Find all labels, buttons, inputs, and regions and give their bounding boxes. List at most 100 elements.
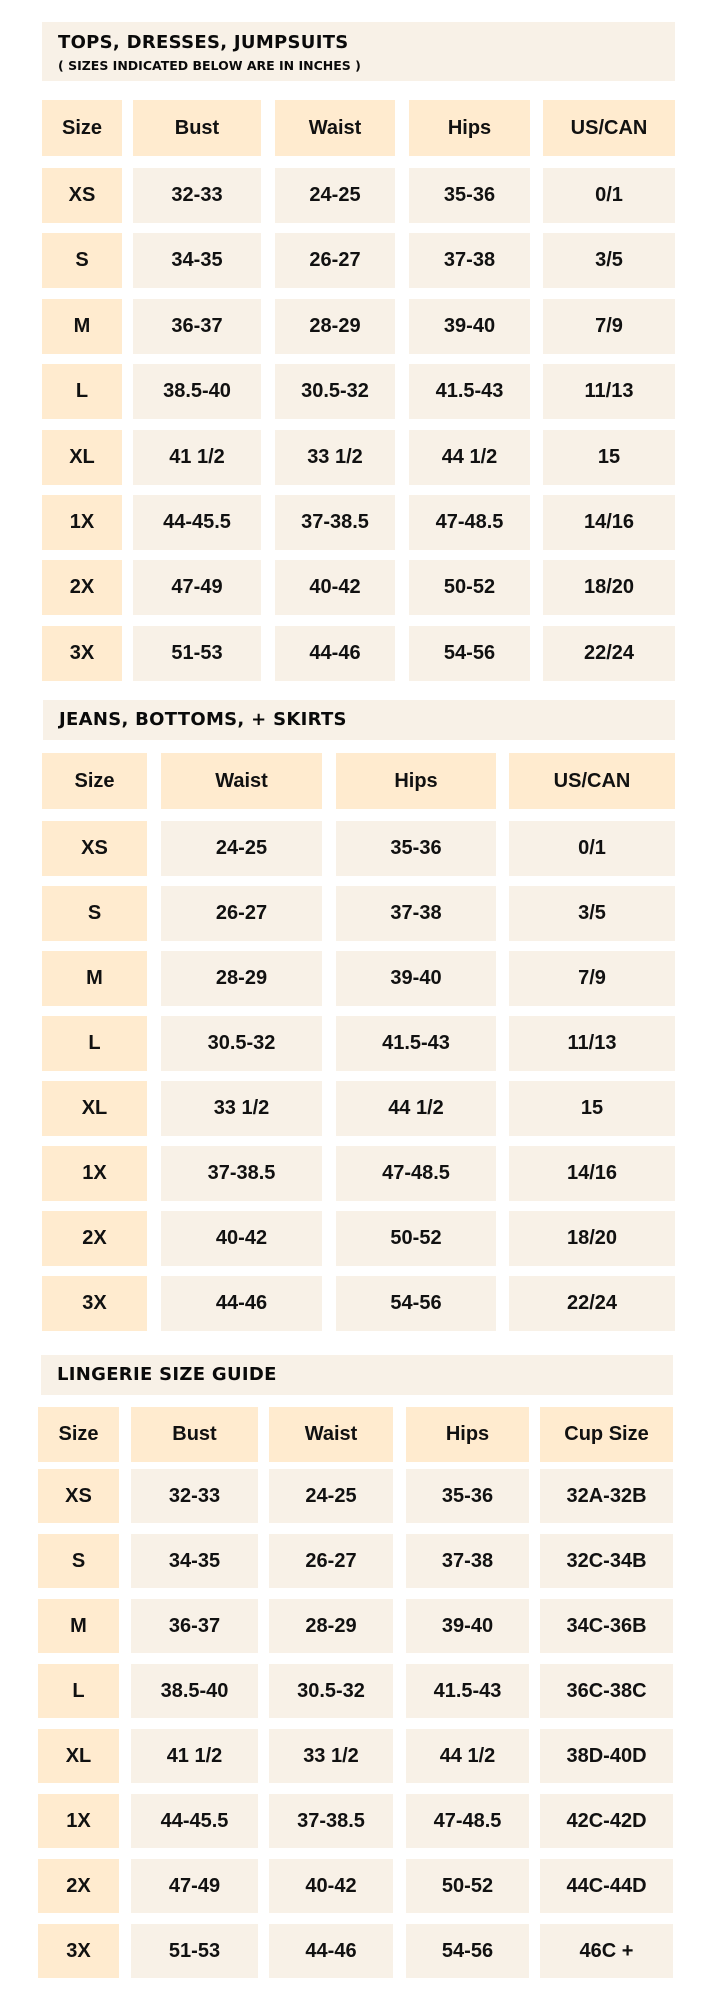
table-cell: 24-25 xyxy=(161,821,322,876)
table-cell: 38.5-40 xyxy=(133,364,261,419)
size-label-cell: M xyxy=(42,951,147,1006)
table-cell: 47-49 xyxy=(131,1859,258,1913)
table-cell: 54-56 xyxy=(406,1924,529,1978)
table-cell: 54-56 xyxy=(336,1276,496,1331)
table-cell: 39-40 xyxy=(409,299,530,354)
table-cell: 39-40 xyxy=(406,1599,529,1653)
size-label-cell: S xyxy=(42,886,147,941)
table-cell: 54-56 xyxy=(409,626,530,681)
table-cell: 33 1/2 xyxy=(161,1081,322,1136)
table-cell: 0/1 xyxy=(509,821,675,876)
size-label-cell: 3X xyxy=(42,626,122,681)
table-cell: 50-52 xyxy=(406,1859,529,1913)
table-cell: 35-36 xyxy=(409,168,530,223)
column-header: Waist xyxy=(161,753,322,809)
table-cell: 24-25 xyxy=(275,168,395,223)
column-header: Bust xyxy=(131,1407,258,1462)
table-cell: 3/5 xyxy=(509,886,675,941)
table-cell: 32-33 xyxy=(131,1469,258,1523)
table-cell: 44-46 xyxy=(275,626,395,681)
size-label-cell: 3X xyxy=(42,1276,147,1331)
size-label-cell: 3X xyxy=(38,1924,119,1978)
table-cell: 37-38.5 xyxy=(275,495,395,550)
table-cell: 38D-40D xyxy=(540,1729,673,1783)
size-label-cell: M xyxy=(42,299,122,354)
table-cell: 34-35 xyxy=(131,1534,258,1588)
table-cell: 41 1/2 xyxy=(131,1729,258,1783)
table-cell: 44-46 xyxy=(161,1276,322,1331)
size-label-cell: S xyxy=(42,233,122,288)
size-label-cell: XL xyxy=(42,1081,147,1136)
size-label-cell: XS xyxy=(38,1469,119,1523)
column-header: Waist xyxy=(269,1407,393,1462)
table-cell: 26-27 xyxy=(161,886,322,941)
table-cell: 40-42 xyxy=(269,1859,393,1913)
table-cell: 35-36 xyxy=(406,1469,529,1523)
table-cell: 30.5-32 xyxy=(269,1664,393,1718)
column-header: Hips xyxy=(336,753,496,809)
table-cell: 36-37 xyxy=(131,1599,258,1653)
table-cell: 37-38 xyxy=(406,1534,529,1588)
column-header: Size xyxy=(42,753,147,809)
table-cell: 15 xyxy=(509,1081,675,1136)
section-title-box: JEANS, BOTTOMS, + SKIRTS xyxy=(43,700,675,740)
table-cell: 38.5-40 xyxy=(131,1664,258,1718)
table-cell: 50-52 xyxy=(336,1211,496,1266)
table-cell: 33 1/2 xyxy=(269,1729,393,1783)
table-cell: 22/24 xyxy=(543,626,675,681)
section-title-box: TOPS, DRESSES, JUMPSUITS ( SIZES INDICATE… xyxy=(42,22,675,81)
table-cell: 32A-32B xyxy=(540,1469,673,1523)
column-header: US/CAN xyxy=(509,753,675,809)
size-label-cell: 1X xyxy=(42,495,122,550)
table-cell: 44 1/2 xyxy=(406,1729,529,1783)
table-cell: 47-48.5 xyxy=(409,495,530,550)
table-cell: 51-53 xyxy=(131,1924,258,1978)
size-label-cell: 2X xyxy=(42,560,122,615)
table-cell: 11/13 xyxy=(509,1016,675,1071)
table-cell: 28-29 xyxy=(161,951,322,1006)
table-cell: 34-35 xyxy=(133,233,261,288)
table-cell: 47-48.5 xyxy=(336,1146,496,1201)
table-cell: 26-27 xyxy=(275,233,395,288)
size-label-cell: XS xyxy=(42,168,122,223)
size-label-cell: XL xyxy=(42,430,122,485)
column-header: Hips xyxy=(406,1407,529,1462)
table-cell: 44-46 xyxy=(269,1924,393,1978)
table-cell: 28-29 xyxy=(269,1599,393,1653)
size-label-cell: L xyxy=(42,1016,147,1071)
table-cell: 15 xyxy=(543,430,675,485)
table-cell: 7/9 xyxy=(543,299,675,354)
table-cell: 11/13 xyxy=(543,364,675,419)
table-cell: 51-53 xyxy=(133,626,261,681)
table-cell: 42C-42D xyxy=(540,1794,673,1848)
table-cell: 40-42 xyxy=(275,560,395,615)
table-cell: 35-36 xyxy=(336,821,496,876)
table-cell: 50-52 xyxy=(409,560,530,615)
table-cell: 40-42 xyxy=(161,1211,322,1266)
size-label-cell: M xyxy=(38,1599,119,1653)
table-cell: 28-29 xyxy=(275,299,395,354)
table-cell: 41.5-43 xyxy=(406,1664,529,1718)
table-cell: 7/9 xyxy=(509,951,675,1006)
table-cell: 44-45.5 xyxy=(133,495,261,550)
table-cell: 37-38.5 xyxy=(161,1146,322,1201)
table-cell: 41.5-43 xyxy=(409,364,530,419)
table-cell: 36C-38C xyxy=(540,1664,673,1718)
table-cell: 26-27 xyxy=(269,1534,393,1588)
column-header: Cup Size xyxy=(540,1407,673,1462)
section-subtitle: ( SIZES INDICATED BELOW ARE IN INCHES ) xyxy=(58,58,361,73)
table-cell: 44-45.5 xyxy=(131,1794,258,1848)
table-cell: 30.5-32 xyxy=(161,1016,322,1071)
size-label-cell: 1X xyxy=(38,1794,119,1848)
size-label-cell: XL xyxy=(38,1729,119,1783)
column-header: US/CAN xyxy=(543,100,675,156)
table-cell: 32C-34B xyxy=(540,1534,673,1588)
column-header: Size xyxy=(42,100,122,156)
size-label-cell: S xyxy=(38,1534,119,1588)
table-cell: 24-25 xyxy=(269,1469,393,1523)
section-title-box: LINGERIE SIZE GUIDE xyxy=(41,1355,673,1395)
table-cell: 30.5-32 xyxy=(275,364,395,419)
table-cell: 44C-44D xyxy=(540,1859,673,1913)
table-cell: 44 1/2 xyxy=(409,430,530,485)
table-cell: 37-38 xyxy=(336,886,496,941)
